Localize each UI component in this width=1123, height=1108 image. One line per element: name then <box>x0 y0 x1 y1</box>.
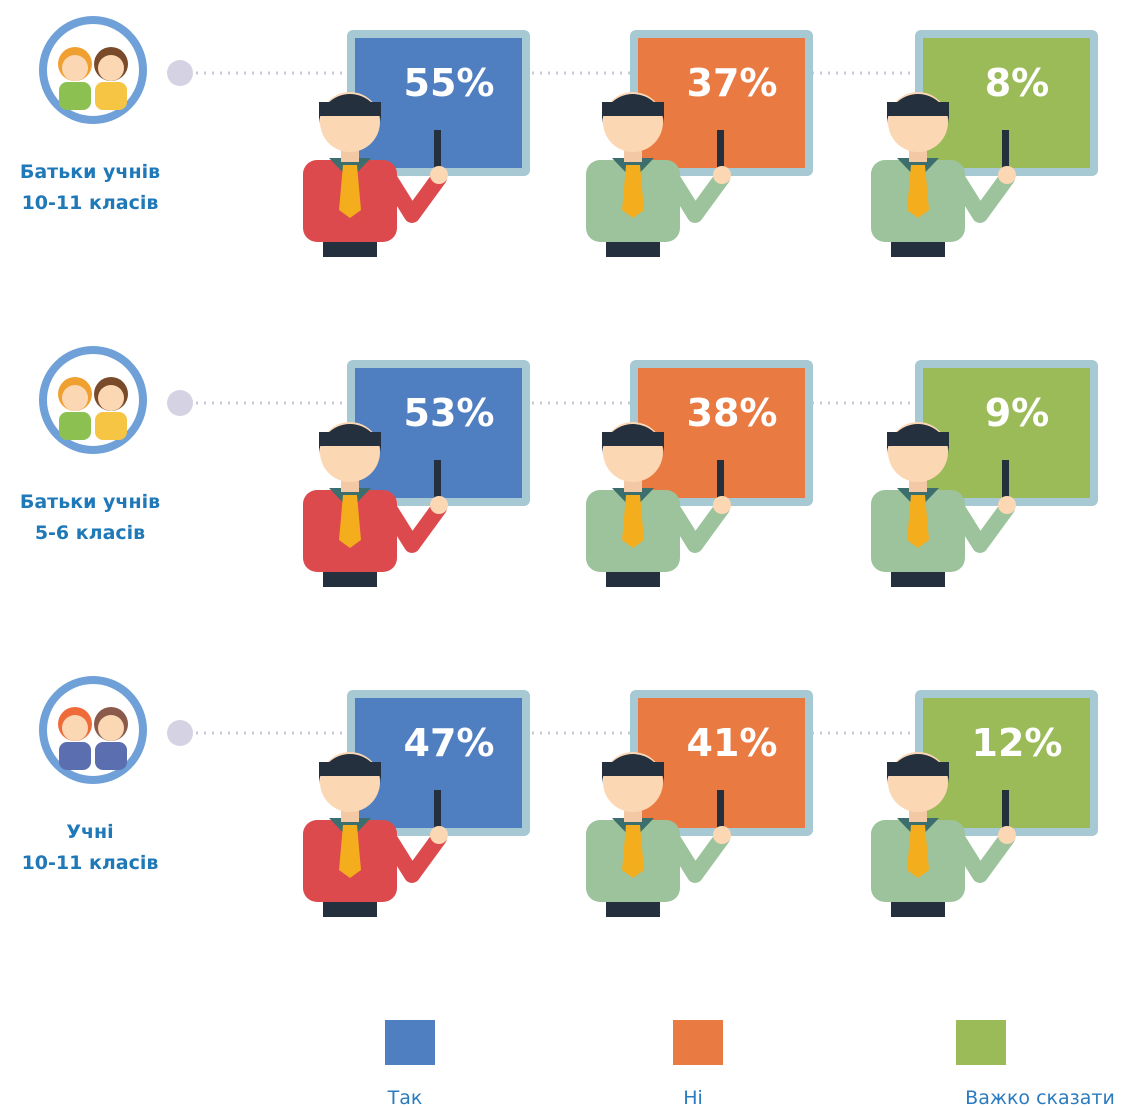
connector-dot <box>167 390 193 416</box>
icon-body <box>59 412 91 440</box>
group-label: Батьки учнів 10-11 класів <box>0 157 180 219</box>
legend-swatch <box>385 1020 435 1065</box>
icon-body <box>95 412 127 440</box>
hand <box>713 826 731 844</box>
tie <box>339 495 361 548</box>
tie <box>907 495 929 548</box>
icon-body <box>95 742 127 770</box>
legend-swatch <box>956 1020 1006 1065</box>
hand <box>998 496 1016 514</box>
hand <box>430 826 448 844</box>
icon-face <box>62 715 88 741</box>
icon-face <box>98 385 124 411</box>
tie <box>622 165 644 218</box>
tie <box>339 165 361 218</box>
hand <box>430 166 448 184</box>
hair-top <box>887 432 949 446</box>
value-label: 9% <box>985 391 1050 435</box>
hand <box>998 166 1016 184</box>
hair-top <box>887 102 949 116</box>
connector-dot <box>167 60 193 86</box>
hand <box>998 826 1016 844</box>
legend-swatch <box>673 1020 723 1065</box>
icon-body <box>95 82 127 110</box>
value-label: 47% <box>404 721 495 765</box>
icon-body <box>59 742 91 770</box>
icon-face <box>62 55 88 81</box>
icon-ring <box>43 680 143 780</box>
icon-ring <box>43 350 143 450</box>
value-label: 37% <box>687 61 778 105</box>
group-icon <box>43 350 143 450</box>
tie <box>622 495 644 548</box>
group-label: Учні 10-11 класів <box>0 817 180 879</box>
value-label: 8% <box>985 61 1050 105</box>
hair-top <box>319 432 381 446</box>
hand <box>430 496 448 514</box>
icon-face <box>62 385 88 411</box>
hair-top <box>319 762 381 776</box>
value-label: 53% <box>404 391 495 435</box>
hair-top <box>319 102 381 116</box>
infographic: 55% 37% 8% 53% 38% 9% 47% 41% 12% Так Ні Важко сказ… <box>0 0 1123 1108</box>
connector-dot <box>167 720 193 746</box>
tie <box>907 165 929 218</box>
tie <box>339 825 361 878</box>
hair-top <box>602 102 664 116</box>
hair-top <box>602 762 664 776</box>
tie <box>622 825 644 878</box>
value-label: 41% <box>687 721 778 765</box>
group-icon <box>43 20 143 120</box>
value-label: 38% <box>687 391 778 435</box>
icon-ring <box>43 20 143 120</box>
group-label: Батьки учнів 5-6 класів <box>0 487 180 549</box>
group-icon <box>43 680 143 780</box>
hair-top <box>602 432 664 446</box>
icon-face <box>98 715 124 741</box>
value-label: 12% <box>972 721 1063 765</box>
icon-face <box>98 55 124 81</box>
legend-label: Ні <box>683 1087 703 1108</box>
legend-label: Важко сказати <box>965 1087 1115 1108</box>
value-label: 55% <box>404 61 495 105</box>
tie <box>907 825 929 878</box>
hair-top <box>887 762 949 776</box>
hand <box>713 166 731 184</box>
hand <box>713 496 731 514</box>
icon-body <box>59 82 91 110</box>
legend-label: Так <box>387 1087 423 1108</box>
